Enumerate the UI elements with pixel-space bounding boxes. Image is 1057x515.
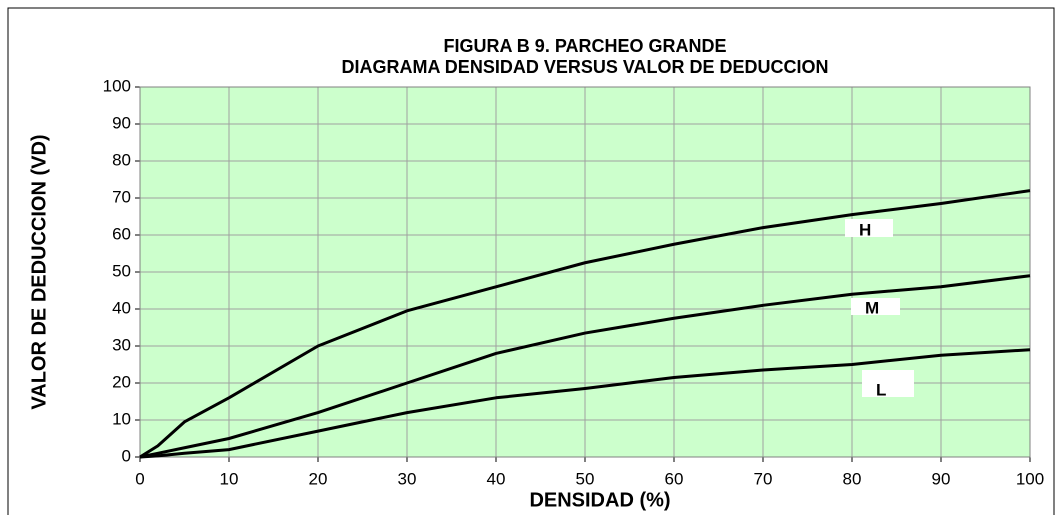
y-tick-label: 30 (112, 335, 131, 354)
y-tick-label: 100 (103, 76, 131, 95)
series-label: L (876, 380, 886, 399)
x-tick-label: 90 (932, 469, 951, 488)
line (139, 274, 1031, 459)
y-tick-label: 10 (112, 409, 131, 428)
series-label: M (865, 298, 879, 317)
y-tick-label: 70 (112, 187, 131, 206)
x-tick-label: 10 (220, 469, 239, 488)
x-tick-label: 100 (1016, 469, 1044, 488)
x-tick-label: 30 (398, 469, 417, 488)
x-tick-label: 20 (309, 469, 328, 488)
y-axis-label: VALOR DE DEDUCCION (VD) (28, 134, 50, 409)
x-tick-label: 70 (754, 469, 773, 488)
x-tick-label: 60 (665, 469, 684, 488)
series-label-box (851, 298, 900, 315)
x-tick-label: 0 (135, 469, 144, 488)
y-tick-label: 0 (122, 446, 131, 465)
y-tick-label: 50 (112, 261, 131, 280)
chart-subtitle: DIAGRAMA DENSIDAD VERSUS VALOR DE DEDUCC… (341, 57, 828, 77)
line (139, 348, 1031, 459)
series-label: H (859, 220, 871, 239)
y-tick-label: 60 (112, 224, 131, 243)
x-tick-label: 80 (843, 469, 862, 488)
series-label-box (845, 219, 893, 237)
x-tick-label: 50 (576, 469, 595, 488)
chart-title: FIGURA B 9. PARCHEO GRANDE (443, 36, 726, 56)
x-tick-label: 40 (487, 469, 506, 488)
x-axis-label: DENSIDAD (%) (529, 489, 670, 511)
y-tick-label: 20 (112, 372, 131, 391)
series-label-box (862, 370, 914, 397)
line (139, 189, 1031, 459)
y-tick-label: 80 (112, 150, 131, 169)
plot-border (139, 86, 1031, 458)
y-tick-label: 40 (112, 298, 131, 317)
y-tick-label: 90 (112, 113, 131, 132)
